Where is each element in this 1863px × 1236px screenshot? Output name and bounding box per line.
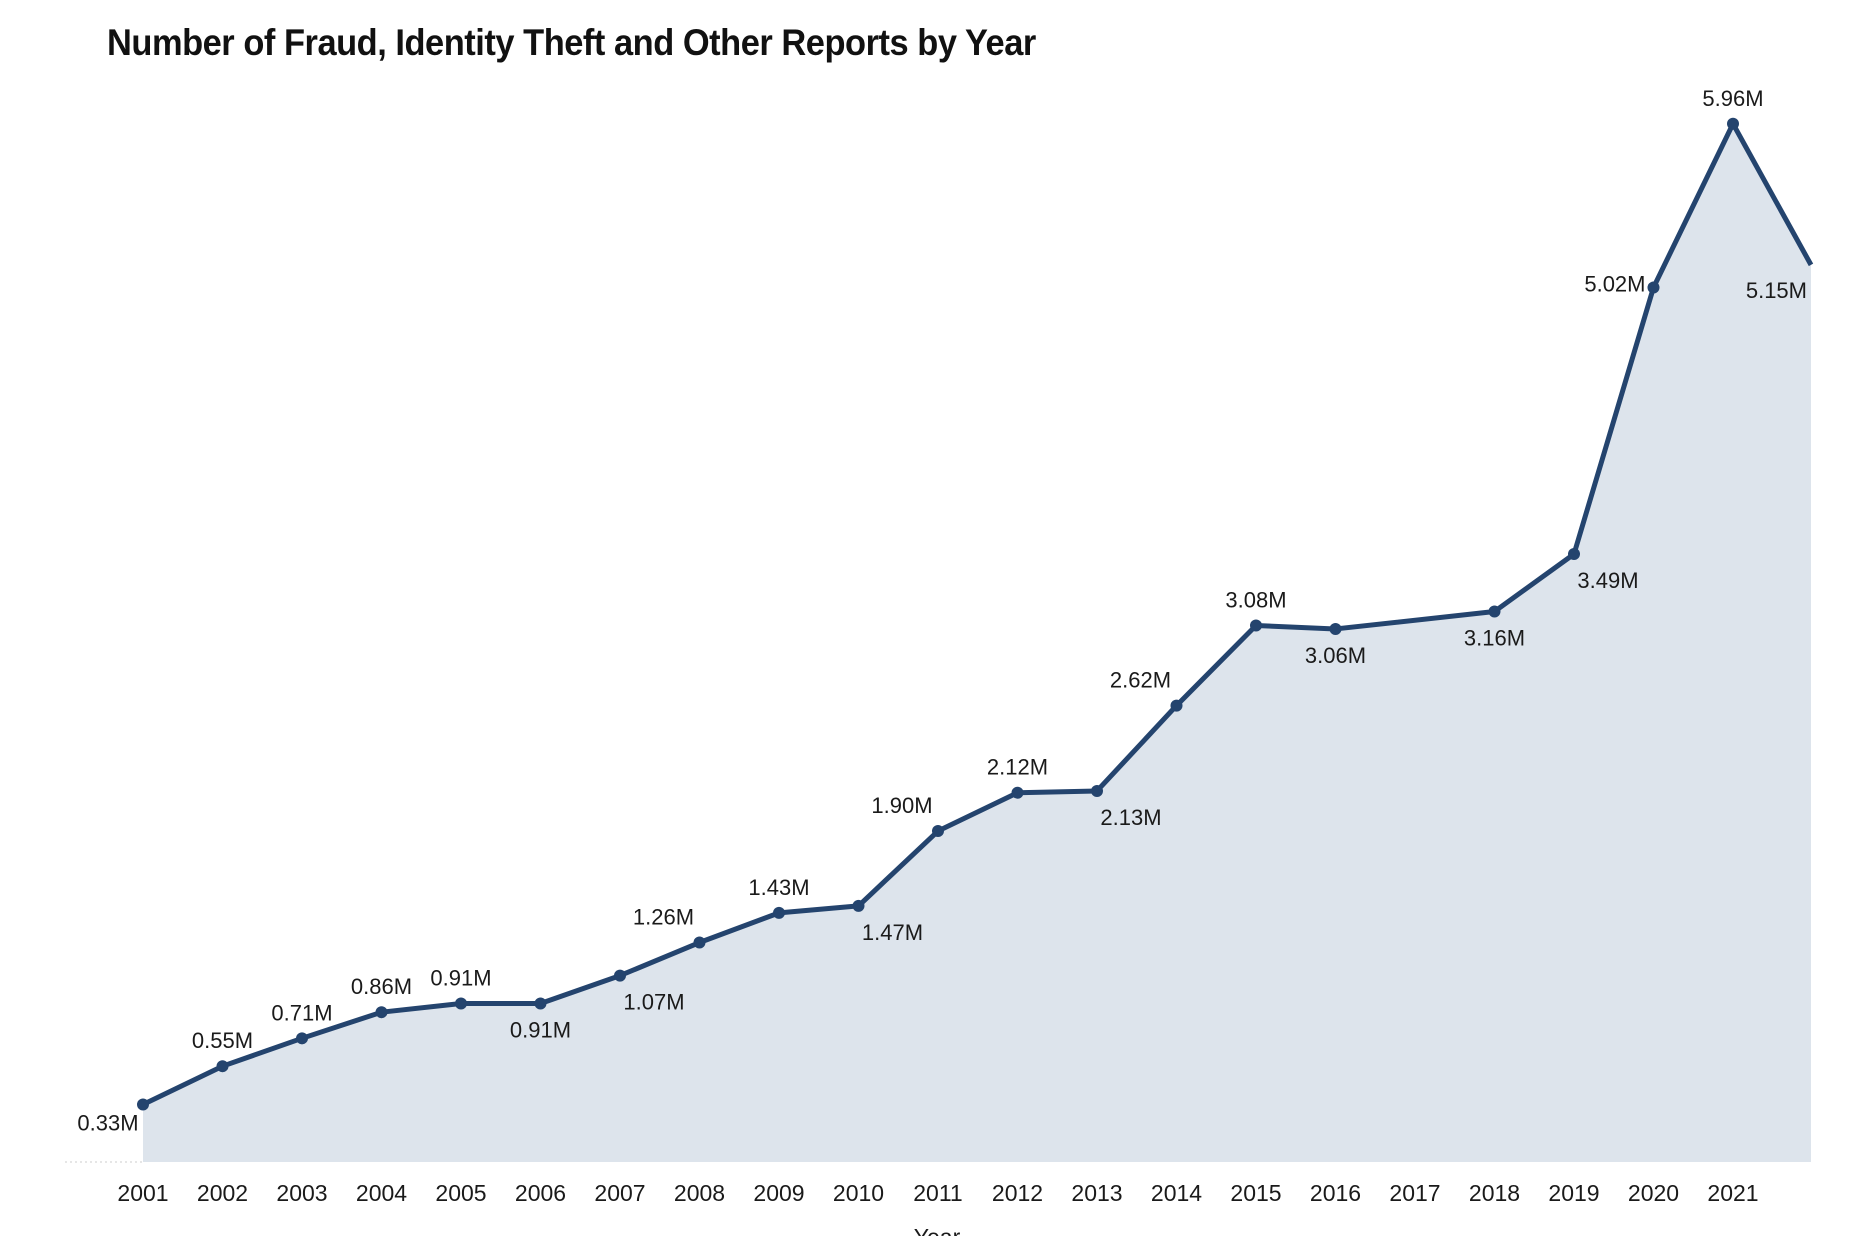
x-tick-label: 2014 [1151, 1180, 1202, 1206]
data-point[interactable] [1488, 605, 1501, 618]
data-point[interactable] [614, 969, 626, 982]
data-point[interactable] [1568, 548, 1580, 561]
x-tick-label: 2015 [1230, 1180, 1281, 1206]
data-point[interactable] [773, 906, 785, 919]
x-tick-label: 2021 [1707, 1180, 1758, 1206]
data-label: 0.55M [192, 1028, 253, 1053]
data-point[interactable] [137, 1098, 149, 1111]
chart-title: Number of Fraud, Identity Theft and Othe… [107, 22, 1036, 63]
data-label: 0.91M [430, 965, 491, 990]
data-label: 1.47M [862, 920, 923, 945]
area-fill [143, 123, 1811, 1163]
x-tick-label: 2007 [594, 1180, 645, 1206]
data-point[interactable] [534, 997, 547, 1010]
x-tick-label: 2017 [1389, 1180, 1440, 1206]
data-label: 3.06M [1305, 643, 1366, 668]
x-tick-label: 2019 [1548, 1180, 1599, 1206]
data-label: 1.90M [871, 793, 932, 818]
data-label: 0.91M [510, 1017, 571, 1042]
data-point[interactable] [852, 899, 865, 912]
x-tick-label: 2008 [674, 1180, 725, 1206]
data-point[interactable] [455, 997, 467, 1010]
data-label: 1.07M [623, 990, 684, 1015]
x-tick-label: 2009 [753, 1180, 804, 1206]
x-tick-label: 2002 [197, 1180, 248, 1206]
x-tick-label: 2003 [276, 1180, 327, 1206]
data-point[interactable] [296, 1032, 308, 1045]
x-tick-label: 2018 [1469, 1180, 1520, 1206]
x-tick-label: 2016 [1310, 1180, 1361, 1206]
data-point[interactable] [1727, 117, 1739, 130]
x-tick-label: 2011 [913, 1180, 962, 1206]
data-point[interactable] [1329, 622, 1342, 635]
data-label: 0.33M [77, 1111, 138, 1136]
x-tick-label: 2012 [992, 1180, 1043, 1206]
data-label: 3.49M [1577, 568, 1638, 593]
data-point[interactable] [1647, 281, 1660, 294]
x-tick-label: 2020 [1628, 1180, 1679, 1206]
data-label: 2.13M [1100, 805, 1161, 830]
data-label: 2.62M [1110, 668, 1171, 693]
x-tick-label: 2001 [117, 1180, 168, 1206]
data-label: 2.12M [987, 755, 1048, 780]
x-tick-label: 2006 [515, 1180, 566, 1206]
data-point[interactable] [932, 825, 944, 838]
data-label: 0.71M [271, 1000, 332, 1025]
data-point[interactable] [375, 1006, 388, 1019]
x-tick-label: 2010 [833, 1180, 884, 1206]
data-label: 1.43M [748, 875, 809, 900]
data-label: 0.86M [351, 974, 412, 999]
data-point[interactable] [1170, 699, 1183, 712]
data-point[interactable] [1250, 619, 1262, 632]
data-label: 5.15M [1746, 278, 1807, 303]
data-point[interactable] [1091, 784, 1103, 797]
data-point[interactable] [693, 936, 706, 949]
data-point[interactable] [216, 1060, 229, 1073]
data-label: 5.02M [1584, 272, 1645, 297]
data-label: 1.26M [633, 905, 694, 930]
data-point[interactable] [1011, 786, 1024, 799]
x-tick-label: 2004 [356, 1180, 407, 1206]
x-tick-label: 2013 [1071, 1180, 1122, 1206]
x-tick-label: 2005 [435, 1180, 486, 1206]
data-label: 3.08M [1225, 587, 1286, 612]
data-label: 3.16M [1464, 626, 1525, 651]
x-axis-label: Year [914, 1224, 961, 1236]
data-label: 5.96M [1702, 86, 1763, 111]
